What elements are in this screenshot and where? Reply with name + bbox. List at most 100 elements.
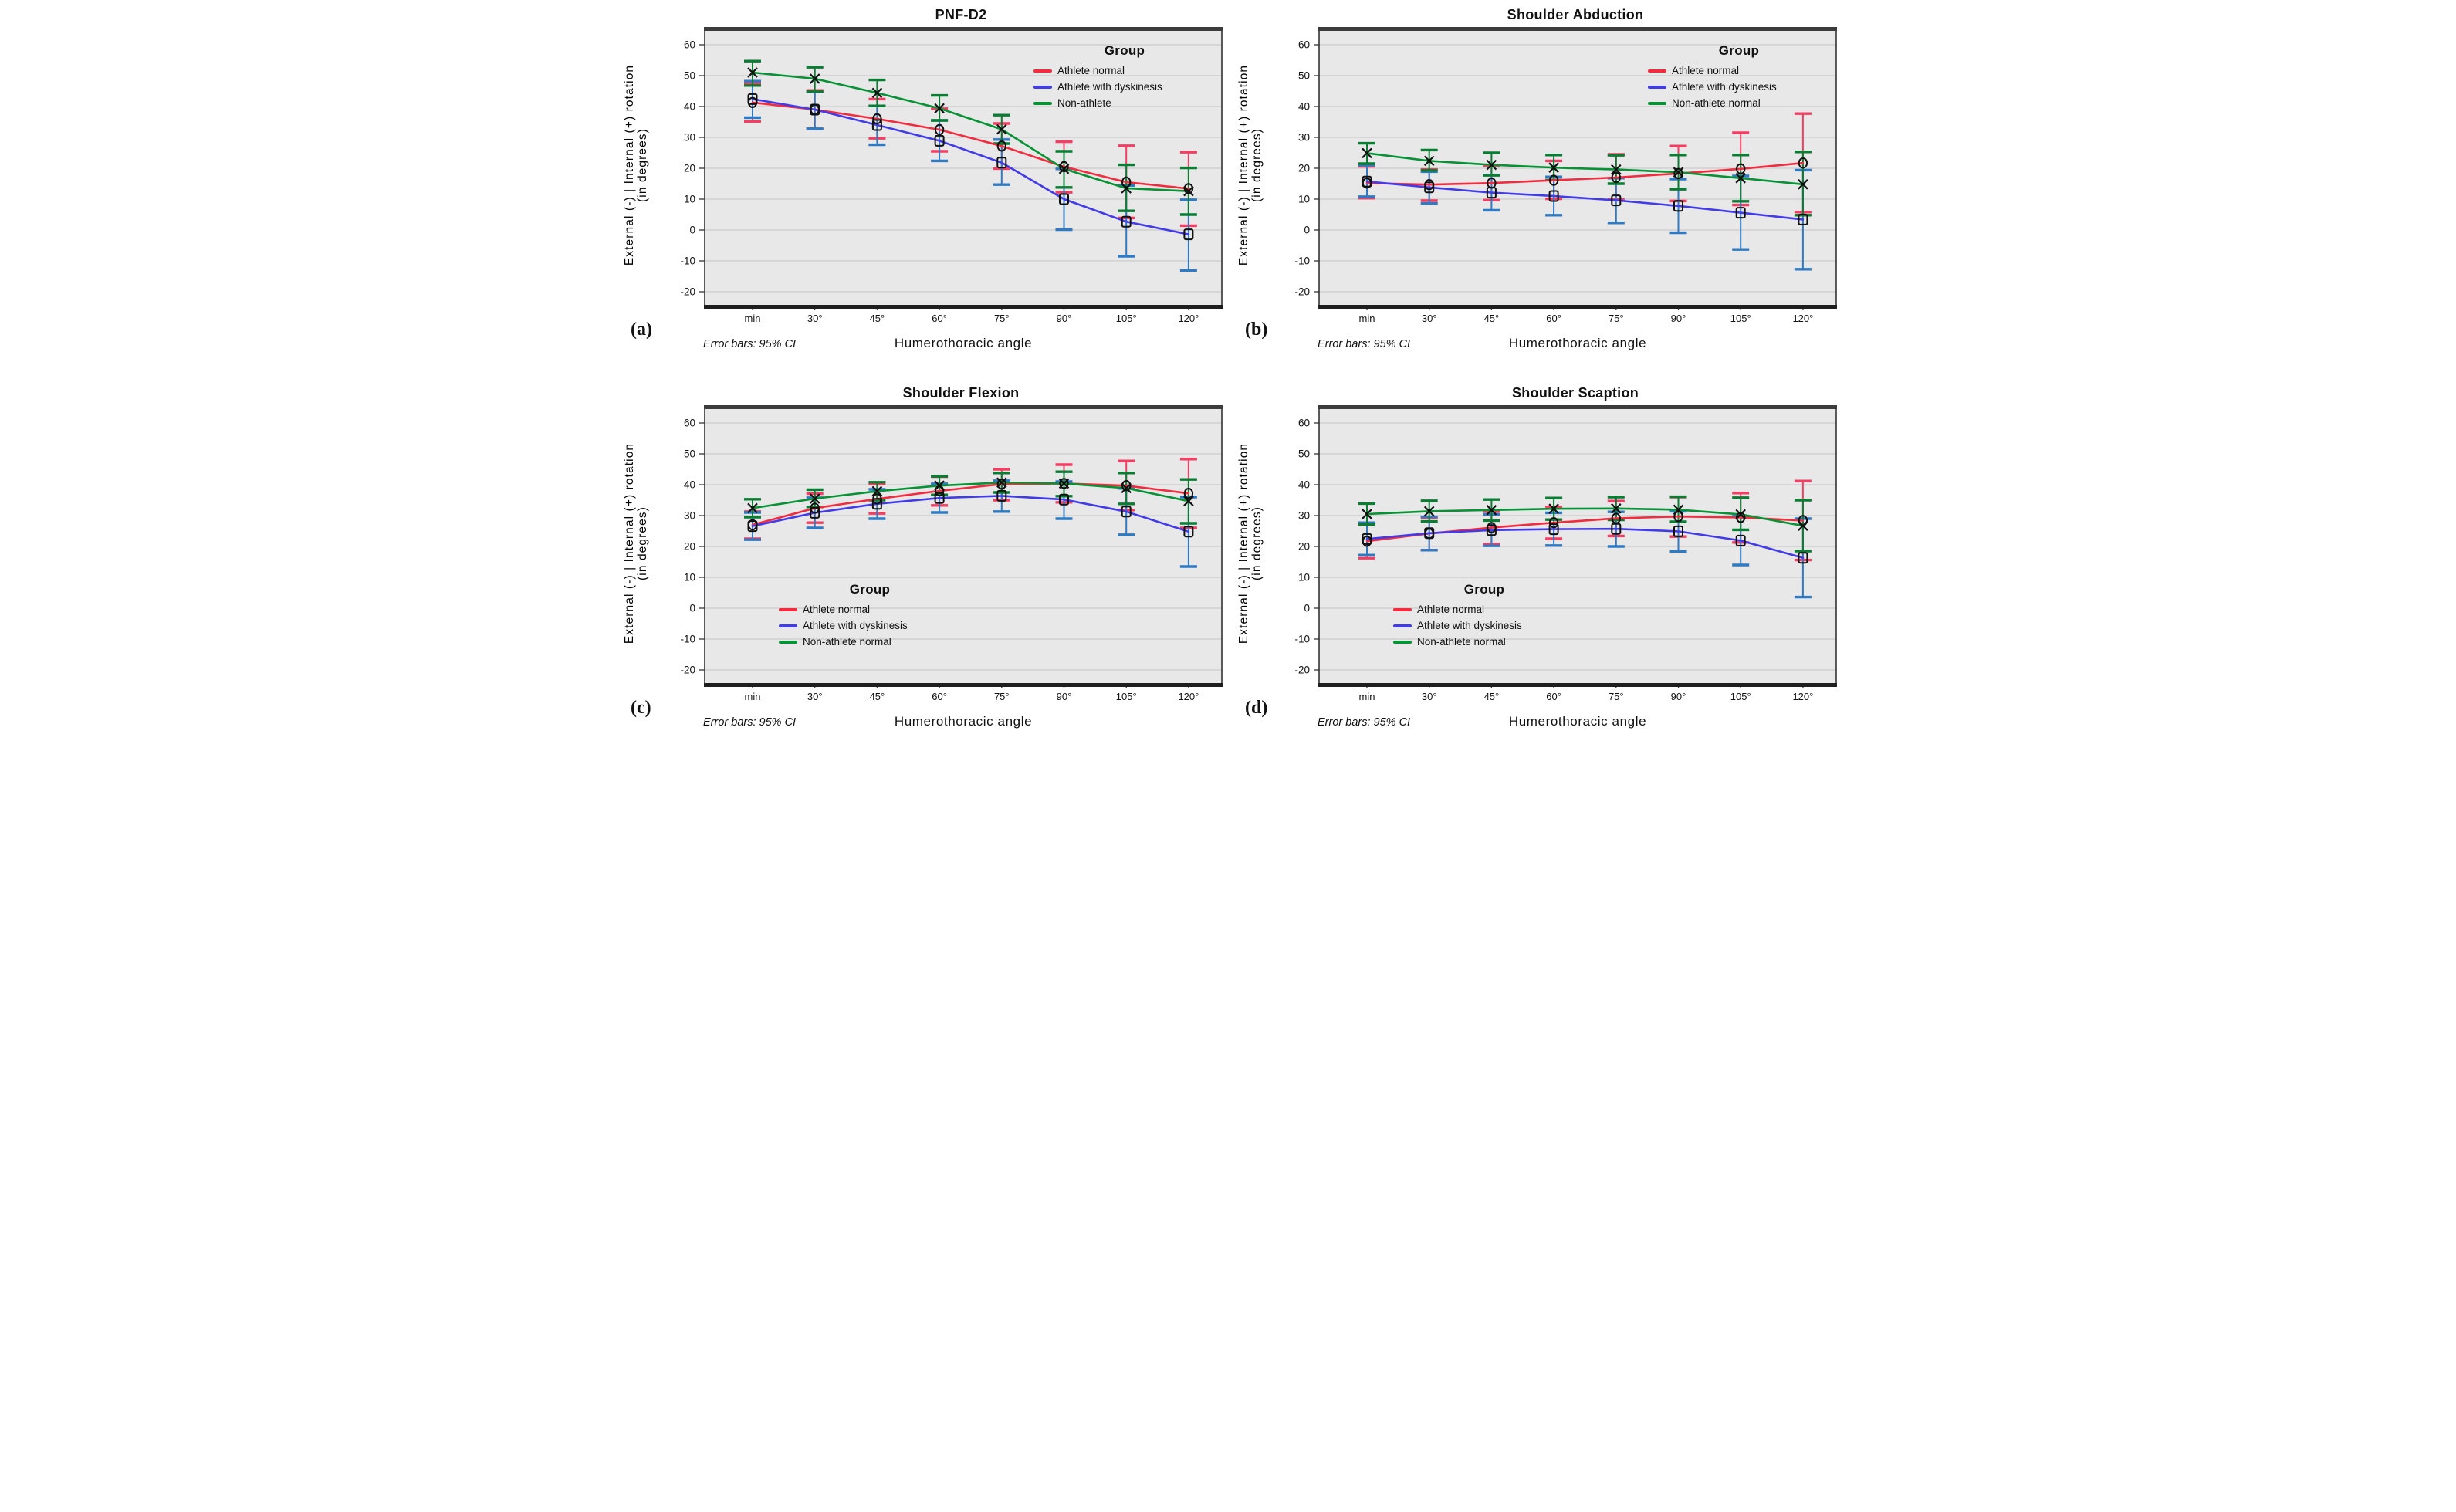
series-line-non_athlete — [751, 481, 1190, 509]
x-marker — [934, 103, 945, 114]
series-line-dyskinesis — [751, 98, 1190, 235]
panel-footer: (c) Error bars: 95% CI Humerothoracic angl… — [614, 698, 1228, 747]
x-marker — [871, 485, 883, 497]
square-marker — [1362, 533, 1372, 545]
panel-plot: 60 50 40 30 20 10 0 -10 -20 min 30° 45° 60° 75° 90° 105… — [1294, 405, 1837, 702]
plot-background — [705, 406, 1222, 684]
circle-marker — [1673, 167, 1683, 180]
square-marker — [1486, 187, 1497, 199]
x-marker — [996, 123, 1007, 135]
square-marker — [1362, 175, 1372, 188]
x-tick-label: 90° — [1057, 691, 1072, 702]
circle-marker — [1121, 480, 1132, 492]
square-marker — [934, 492, 945, 504]
x-axis-label: Humerothoracic angle — [894, 336, 1033, 350]
panel-plot: 60 50 40 30 20 10 0 -10 -20 min 30° 45° 60° 75° 90° 105… — [680, 405, 1223, 702]
legend-label: Athlete with dyskinesis — [1672, 81, 1777, 93]
y-axis-label: External (-) | Internal (+) rotation (in … — [623, 28, 650, 303]
legend-label: Athlete normal — [1672, 65, 1740, 76]
panel-letter: (b) — [1245, 320, 1268, 340]
x-marker — [1362, 147, 1372, 159]
legend-swatch-non_athlete-icon — [1648, 101, 1666, 105]
legend-swatch-dyskinesis-icon — [779, 624, 797, 627]
circle-marker — [1059, 161, 1069, 173]
circle-marker — [1798, 157, 1808, 169]
y-tick-label: 50 — [684, 448, 695, 460]
y-tick-label: 10 — [684, 572, 695, 583]
x-marker — [1183, 496, 1194, 506]
x-tick-label: 30° — [1422, 313, 1437, 324]
x-marker — [1486, 159, 1497, 171]
legend-item-athlete_normal: Athlete normal — [1033, 63, 1216, 79]
legend: Group Athlete normal Athlete with dyskines… — [1393, 582, 1575, 650]
four-panel-rotation-figure: PNF-D2 60 50 40 30 20 10 0 -10 -20 min 30° 45° 60° 75°… — [614, 0, 1842, 747]
x-tick-label: 75° — [1609, 691, 1624, 702]
square-marker — [996, 157, 1007, 169]
y-tick-label: 60 — [1298, 39, 1310, 51]
x-tick-label: 105° — [1116, 313, 1137, 324]
x-marker — [1673, 167, 1684, 178]
legend-item-dyskinesis: Athlete with dyskinesis — [1033, 79, 1216, 95]
legend-swatch-athlete_normal-icon — [1393, 607, 1412, 611]
y-tick-label: 60 — [1298, 418, 1310, 429]
panel-footer: (b) Error bars: 95% CI Humerothoracic angl… — [1228, 320, 1842, 369]
circle-marker — [1548, 174, 1559, 186]
series-line-dyskinesis — [1365, 180, 1805, 221]
panel-footer: (a) Error bars: 95% CI Humerothoracic angl… — [614, 320, 1228, 369]
panel-title: Shoulder Flexion — [902, 385, 1020, 401]
x-marker — [747, 67, 758, 78]
x-axis-label: Humerothoracic angle — [1508, 714, 1647, 729]
legend-label: Athlete with dyskinesis — [803, 620, 908, 631]
x-marker — [809, 493, 820, 504]
y-tick-label: 0 — [1304, 603, 1310, 614]
x-tick-label: 30° — [1422, 691, 1437, 702]
series-line-athlete_normal — [1365, 161, 1805, 186]
square-marker — [1673, 200, 1683, 212]
panel-letter: (d) — [1245, 698, 1268, 718]
square-marker — [1121, 506, 1132, 518]
y-tick-label: 30 — [684, 510, 695, 522]
chart-area: 60 50 40 30 20 10 0 -10 -20 min 30° 45° 60° 75° 90° 105… — [614, 26, 1228, 329]
square-marker — [1183, 228, 1194, 241]
y-tick-label: 50 — [1298, 448, 1310, 460]
y-tick-label: 0 — [689, 603, 695, 614]
y-tick-label: -20 — [680, 286, 695, 298]
circle-marker — [934, 123, 945, 136]
legend-title: Group — [1463, 582, 1505, 597]
square-marker — [747, 520, 758, 533]
x-marker — [1735, 173, 1746, 184]
y-tick-label: 0 — [689, 225, 695, 236]
square-marker — [1673, 525, 1683, 537]
y-tick-label: 20 — [1298, 541, 1310, 553]
square-marker — [871, 119, 882, 131]
x-marker — [1183, 185, 1194, 197]
x-tick-label: 105° — [1730, 313, 1751, 324]
x-tick-label: 30° — [807, 691, 823, 702]
legend-item-non_athlete: Non-athlete normal — [779, 634, 961, 650]
legend-label: Athlete with dyskinesis — [1057, 81, 1162, 93]
legend-label: Non-athlete normal — [1417, 636, 1506, 648]
square-marker — [1183, 526, 1194, 538]
y-tick-label: 40 — [1298, 479, 1310, 491]
circle-marker — [1059, 478, 1069, 489]
x-marker — [996, 477, 1007, 488]
legend-label: Athlete normal — [1057, 65, 1125, 76]
y-tick-label: 30 — [1298, 132, 1310, 144]
x-tick-label: 120° — [1178, 691, 1199, 702]
panel-letter: (c) — [631, 698, 651, 718]
y-tick-label: 20 — [1298, 163, 1310, 174]
x-tick-label: 120° — [1178, 313, 1199, 324]
legend-swatch-non_athlete-icon — [1033, 101, 1052, 105]
legend-item-athlete_normal: Athlete normal — [1393, 601, 1575, 617]
x-marker — [1121, 482, 1132, 494]
panel-plot: 60 50 40 30 20 10 0 -10 -20 min 30° 45° 60° 75° 90° 105… — [1294, 27, 1837, 324]
x-marker — [1058, 164, 1070, 174]
plot-background — [705, 28, 1222, 306]
y-tick-label: 60 — [684, 39, 695, 51]
legend-swatch-dyskinesis-icon — [1033, 85, 1052, 89]
series-line-dyskinesis — [751, 495, 1190, 533]
square-marker — [996, 489, 1007, 502]
square-marker — [1735, 207, 1746, 219]
x-axis-label: Humerothoracic angle — [1508, 336, 1647, 350]
square-marker — [1548, 190, 1559, 202]
